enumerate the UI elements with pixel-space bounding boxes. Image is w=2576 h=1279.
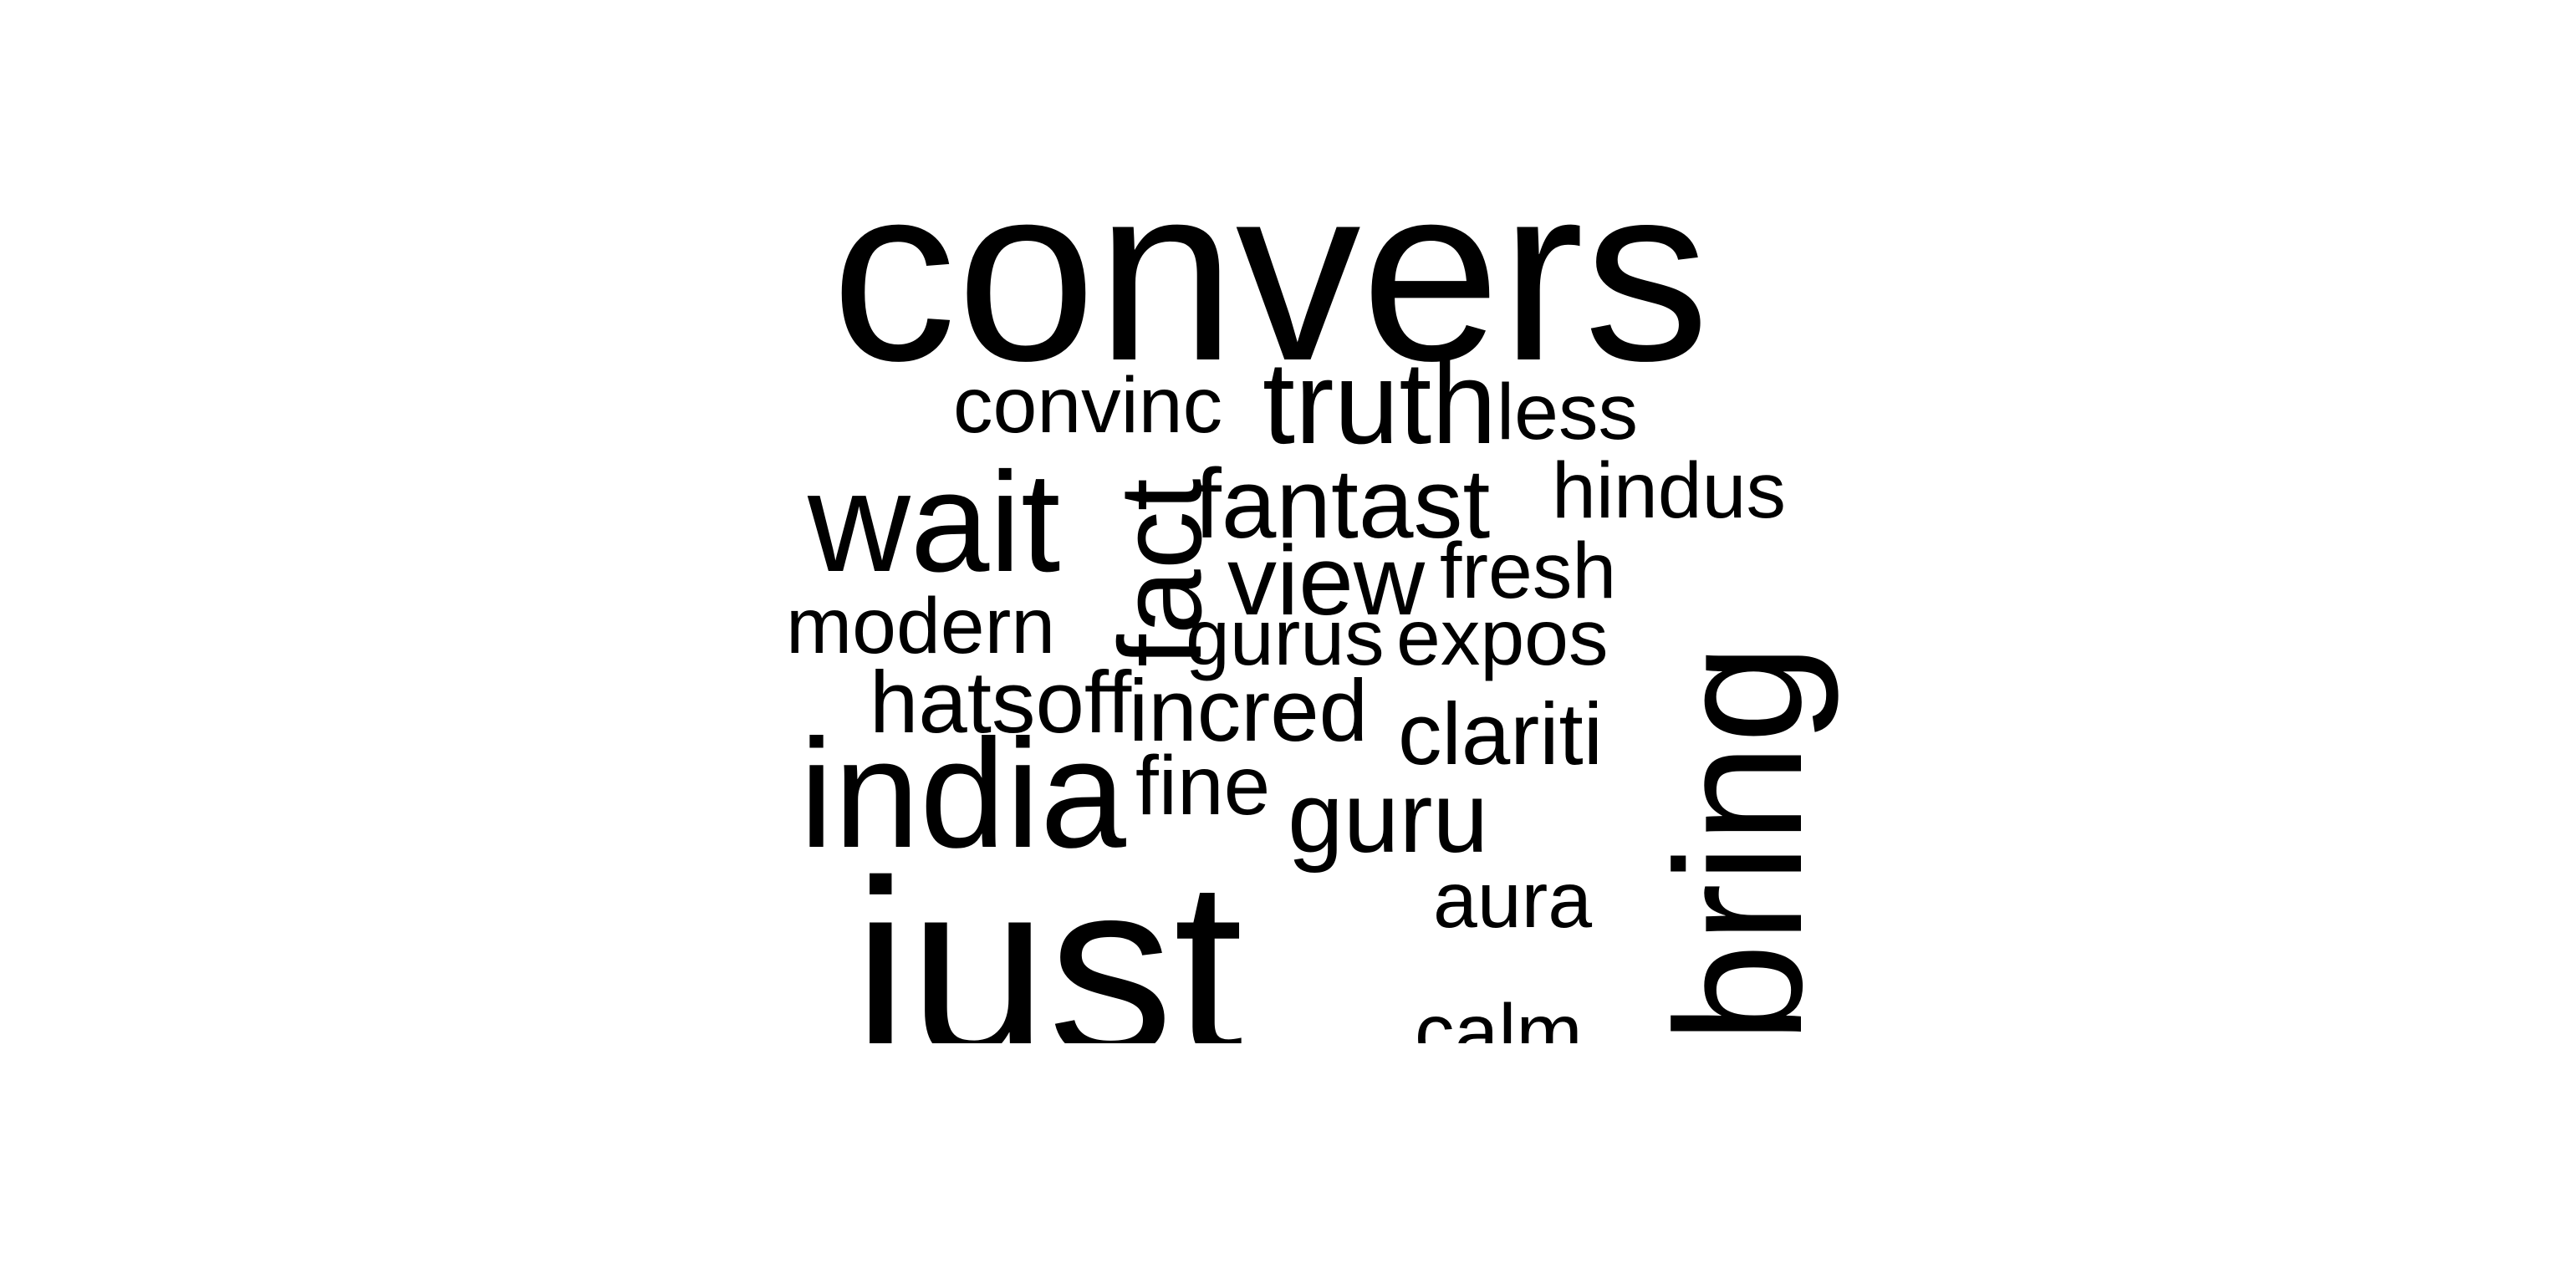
word-incred: incred bbox=[1129, 662, 1368, 760]
word-cloud-area: convers just bring india wait fact truth fantas… bbox=[0, 199, 2576, 1043]
word-hatsoff: hatsoff bbox=[870, 654, 1132, 752]
word-fine: fine bbox=[1135, 739, 1271, 833]
word-wait: wait bbox=[808, 443, 1061, 602]
word-just: just bbox=[853, 828, 1243, 1043]
word-truth: truth bbox=[1262, 337, 1497, 468]
word-view: view bbox=[1227, 526, 1426, 636]
word-convers: convers bbox=[831, 199, 1710, 413]
word-calm: calm bbox=[1415, 988, 1583, 1044]
word-gurus: gurus bbox=[1186, 594, 1385, 682]
word-guru: guru bbox=[1288, 762, 1489, 874]
word-india: india bbox=[799, 708, 1126, 880]
word-fresh: fresh bbox=[1440, 527, 1617, 615]
word-aura: aura bbox=[1433, 856, 1593, 945]
word-modern: modern bbox=[786, 582, 1056, 670]
word-convinc: convinc bbox=[953, 361, 1223, 450]
word-bring: bring bbox=[1638, 643, 1839, 1043]
word-expos: expos bbox=[1396, 594, 1609, 682]
word-less: less bbox=[1497, 368, 1638, 456]
word-fantast: fantast bbox=[1194, 449, 1491, 559]
word-hindus: hindus bbox=[1552, 446, 1786, 535]
word-clariti: clariti bbox=[1398, 685, 1604, 783]
